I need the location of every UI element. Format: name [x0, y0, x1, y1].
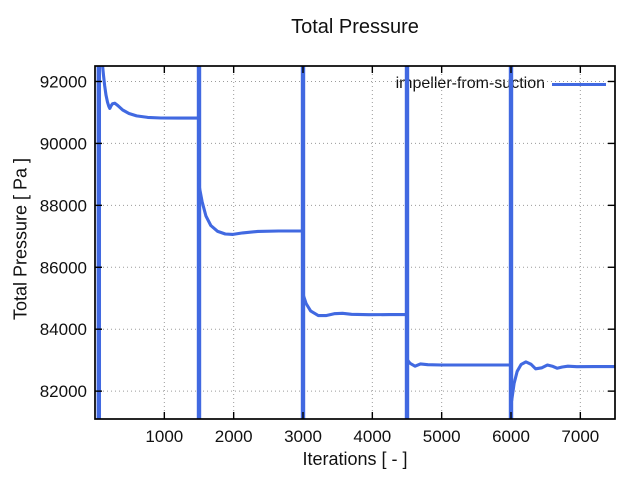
x-tick-label: 5000	[423, 427, 461, 446]
x-tick-label: 4000	[353, 427, 391, 446]
x-tick-label: 3000	[284, 427, 322, 446]
x-tick-label: 2000	[215, 427, 253, 446]
plot-border	[94, 65, 616, 420]
x-tick-label: 7000	[561, 427, 599, 446]
chart-title: Total Pressure	[291, 16, 419, 38]
x-tick-label: 1000	[145, 427, 183, 446]
x-tick-label: 6000	[492, 427, 530, 446]
y-tick-label: 90000	[40, 134, 87, 153]
y-tick-label: 84000	[40, 320, 87, 339]
y-tick-label: 82000	[40, 382, 87, 401]
x-axis-label: Iterations [ - ]	[302, 449, 408, 469]
y-tick-label: 86000	[40, 258, 87, 277]
y-tick-label: 92000	[40, 72, 87, 91]
y-tick-label: 88000	[40, 196, 87, 215]
pressure-curve	[101, 66, 615, 402]
legend-label: impeller-from-suction	[395, 75, 545, 92]
